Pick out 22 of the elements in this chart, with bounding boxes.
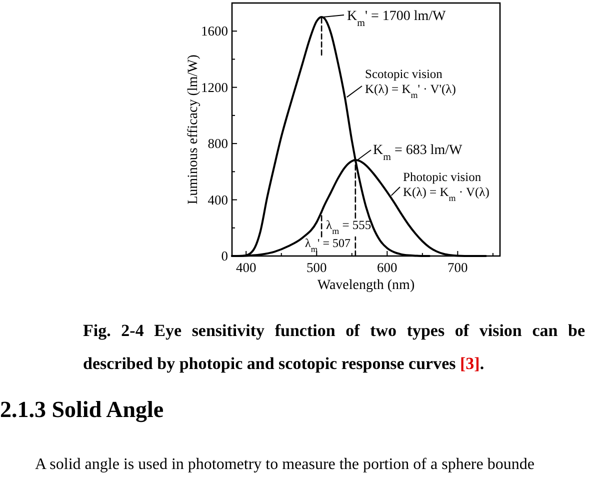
- series-label: Photopic vision: [403, 170, 482, 184]
- caption: Fig. 2-4 Eye sensitivity function of two types of vision can be described by photopic and scotopic response curves [3].: [83, 321, 585, 373]
- annotation: λ$_{m}$' = 507: [305, 236, 350, 254]
- annotation: K(λ) = K$_{m}$' · V'(λ): [365, 82, 456, 100]
- y-tick-label: 0: [221, 248, 228, 264]
- y-tick-label: 400: [208, 192, 228, 208]
- x-tick-label: 500: [306, 260, 328, 275]
- annotation: λ$_{m}$ = 555: [326, 218, 372, 236]
- x-tick-label: 400: [236, 260, 256, 275]
- series-label: Scotopic vision: [365, 67, 444, 81]
- text: A solid angle is used in photometry to measure the portion of a sphere bounde: [35, 456, 534, 473]
- y-tick-label: 1600: [201, 24, 228, 39]
- text: 2.1.3 Solid Angle: [0, 397, 164, 422]
- annotation: K(λ) = K$_{m}$ · V(λ): [403, 185, 490, 203]
- x-tick-label: 700: [448, 260, 468, 275]
- annotation: K$_{m}$ = 683 lm/W: [373, 143, 464, 162]
- x-tick-label: 600: [377, 260, 398, 275]
- y-axis-title: Luminous efficacy (lm/W): [186, 54, 201, 204]
- y-tick-label: 1200: [201, 80, 228, 95]
- annotation: K$_{m}$' = 1700 lm/W: [347, 9, 447, 28]
- x-axis-title: Wavelength (nm): [317, 278, 415, 293]
- y-tick-label: 800: [208, 136, 228, 152]
